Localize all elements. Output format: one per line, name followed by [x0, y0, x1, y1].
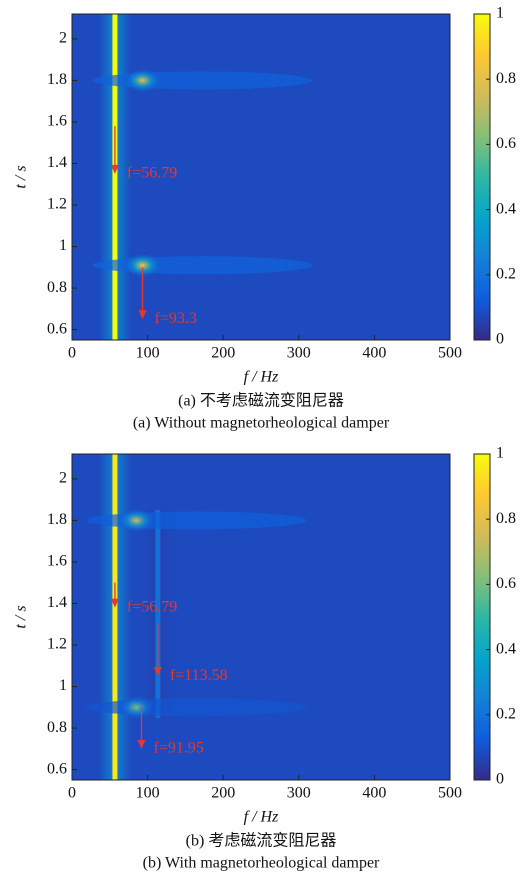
spot — [118, 508, 155, 533]
colorbar-tick-label: 0.6 — [496, 135, 516, 152]
plot-frame — [71, 13, 451, 341]
x-tick-label: 400 — [362, 345, 386, 362]
colorbar-tick-label: 0.2 — [496, 265, 516, 282]
annotation-arrowhead — [153, 667, 162, 677]
x-tick-label: 500 — [438, 785, 462, 802]
annotation-label: f=56.79 — [127, 598, 177, 615]
x-tick-label: 100 — [136, 785, 160, 802]
x-tick-label: 300 — [287, 345, 311, 362]
annotation-label: f=93.3 — [155, 310, 197, 327]
caption: (b) 考虑磁流变阻尼器 — [186, 832, 337, 850]
colorbar-tick-label: 0 — [496, 331, 504, 348]
colorbar-tick-label: 0.4 — [496, 200, 516, 217]
y-axis-label: t / s — [13, 605, 30, 628]
y-tick-label: 0.8 — [47, 719, 67, 736]
y-tick-label: 1.4 — [47, 594, 67, 611]
y-tick-label: 1.2 — [47, 636, 67, 653]
heatmap — [72, 14, 450, 340]
caption: (b) With magnetorheological damper — [143, 855, 380, 872]
x-tick-label: 100 — [136, 345, 160, 362]
caption: (a) Without magnetorheological damper — [133, 415, 390, 432]
annotation-arrowhead — [137, 739, 146, 749]
heatmap-background — [72, 454, 450, 780]
colorbar-tick-label: 1 — [496, 5, 504, 22]
y-tick-label: 0.6 — [47, 320, 67, 337]
x-tick-label: 200 — [211, 345, 235, 362]
y-tick-label: 2 — [59, 30, 67, 47]
x-tick-label: 200 — [211, 785, 235, 802]
y-tick-label: 1.8 — [47, 511, 67, 528]
annotation-label: f=56.79 — [127, 165, 177, 182]
heatmap — [72, 454, 450, 780]
y-axis-label: t / s — [13, 165, 30, 188]
x-tick-label: 300 — [287, 785, 311, 802]
ridge — [112, 14, 118, 340]
y-tick-label: 0.6 — [47, 760, 67, 777]
annotation-arrowhead — [138, 310, 147, 320]
x-tick-label: 0 — [68, 345, 76, 362]
y-tick-label: 1.6 — [47, 113, 67, 130]
colorbar-tick-label: 0 — [496, 771, 504, 788]
ridge — [155, 510, 161, 718]
annotation-arrowhead — [110, 598, 119, 608]
colorbar-tick-label: 0.2 — [496, 705, 516, 722]
annotation-label: f=113.58 — [170, 667, 228, 684]
y-tick-label: 1 — [59, 677, 67, 694]
colorbar — [473, 13, 491, 341]
y-tick-label: 1.6 — [47, 553, 67, 570]
colorbar-tick-label: 0.4 — [496, 640, 516, 657]
spot — [118, 695, 155, 720]
colorbar-tick-label: 0.6 — [496, 575, 516, 592]
y-tick-label: 1.2 — [47, 196, 67, 213]
annotation-label: f=91.95 — [154, 740, 204, 757]
colorbar-tick-label: 1 — [496, 445, 504, 462]
x-tick-label: 500 — [438, 345, 462, 362]
y-tick-label: 1.4 — [47, 154, 67, 171]
ridge — [112, 454, 118, 780]
y-tick-label: 2 — [59, 470, 67, 487]
spot — [124, 253, 161, 278]
spot — [124, 68, 161, 93]
y-tick-label: 1.8 — [47, 71, 67, 88]
caption: (a) 不考虑磁流变阻尼器 — [178, 392, 344, 410]
x-tick-label: 400 — [362, 785, 386, 802]
colorbar-tick-label: 0.8 — [496, 510, 516, 527]
plot-frame — [71, 453, 451, 781]
y-tick-label: 0.8 — [47, 279, 67, 296]
heatmap-background — [72, 14, 450, 340]
y-tick-label: 1 — [59, 237, 67, 254]
colorbar — [473, 453, 491, 781]
x-axis-label: f / Hz — [244, 809, 279, 826]
x-axis-label: f / Hz — [244, 369, 279, 386]
x-tick-label: 0 — [68, 785, 76, 802]
annotation-arrowhead — [110, 164, 119, 174]
colorbar-tick-label: 0.8 — [496, 70, 516, 87]
